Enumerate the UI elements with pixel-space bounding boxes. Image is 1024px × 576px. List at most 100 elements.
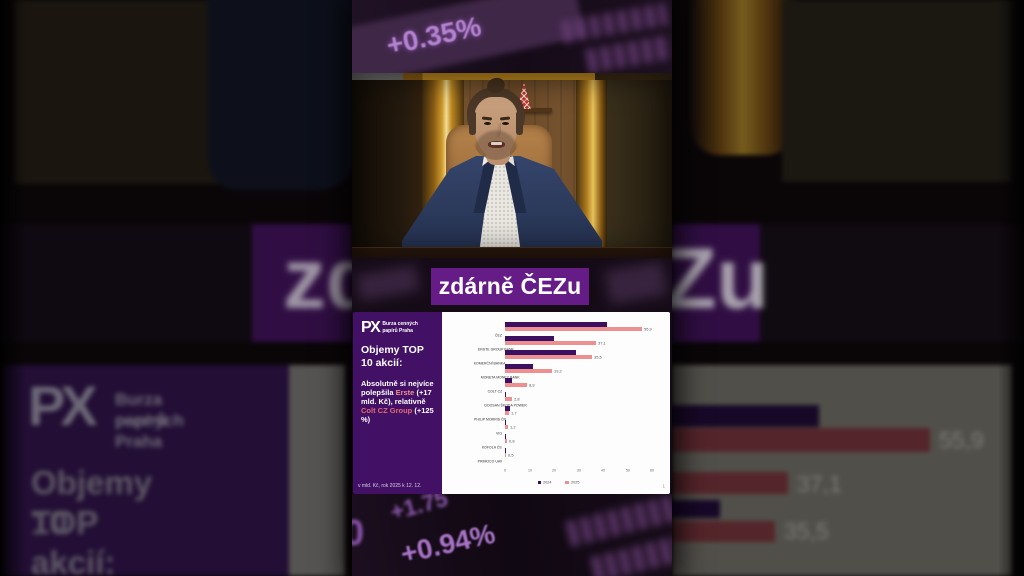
- bar-value-label: 8,8: [528, 383, 535, 387]
- caption-band: zdárně ČEZu: [352, 258, 672, 312]
- page-number: 1: [662, 484, 665, 489]
- bg-wall-panel-left: [14, 0, 236, 184]
- eye-right: [502, 122, 509, 125]
- x-axis-tick: 0: [504, 469, 506, 473]
- bar-value-label: 35,5: [593, 355, 602, 359]
- card-body-text: Absolutně si nejvíce polepšila Erste (+1…: [361, 379, 434, 424]
- teeth: [491, 142, 502, 145]
- ticker-board-top: +0.35%: [352, 0, 672, 73]
- bg-wall-panel-right: [782, 0, 1012, 182]
- bar-2024-4: [505, 378, 513, 383]
- caption-bg-blob-right: [604, 261, 668, 305]
- chart-category-label: ČEZ: [495, 333, 502, 337]
- chart-category-label: KOMERČNÍ BANKA: [473, 361, 506, 365]
- bar-value-label: 1,2: [509, 425, 516, 429]
- body-text-2: (+17 mld. Kč), relativně: [361, 388, 432, 406]
- px-logo-large: PX: [28, 374, 98, 437]
- presenter-video: [352, 73, 672, 258]
- bg-caption-box-right: [672, 224, 760, 342]
- bar-value-label: 55,9: [643, 327, 652, 331]
- body-text-1: Absolutně si nejvíce polepšila: [361, 379, 434, 397]
- ticker-board-bottom: 0 +1.75 +0.94%: [352, 494, 672, 576]
- chart-category-label: VIG: [495, 431, 502, 435]
- legend-swatch-2024: [537, 480, 542, 485]
- chart-category-label: PRIMOCO UAV: [477, 459, 502, 463]
- bg-bar-label-3: 35,5: [784, 518, 829, 544]
- body-text-erste: Erste: [395, 388, 415, 397]
- bg-bar-label-2: 37,1: [797, 471, 842, 497]
- bar-2024-9: [505, 448, 506, 453]
- room-right-panel: [605, 73, 672, 258]
- bar-value-label: 1,7: [511, 411, 517, 415]
- wall-shelf: [502, 108, 552, 112]
- hair-side-right: [516, 111, 523, 135]
- chart-category-label: MONETA MONEY BANK: [480, 375, 520, 379]
- bar-2024-7: [505, 420, 507, 425]
- bar-2025-5: [505, 396, 512, 401]
- x-axis-tick: 40: [601, 469, 605, 473]
- x-axis-tick: 10: [527, 469, 532, 473]
- bar-2025-2: [505, 354, 592, 359]
- bar-2024-8: [505, 434, 506, 439]
- bar-value-label: 0,8: [508, 439, 515, 443]
- bg-exchange-name-line1: Burza cenných: [115, 390, 184, 430]
- bg-caption-fragment-right: Zu: [664, 231, 770, 327]
- bar-value-label: 0,5: [508, 453, 514, 457]
- bar-2024-0: [505, 322, 607, 327]
- vignette-right: [998, 0, 1024, 576]
- bg-chart-area-edge: [289, 365, 345, 576]
- ticker-blur-blob: [590, 535, 672, 576]
- hair-side-left: [469, 111, 476, 135]
- bg-heading-line2: 10 akcií:: [31, 504, 116, 576]
- infographic-card: PX Burza cenných papírů Praha Objemy TOP…: [353, 312, 670, 494]
- bar-2024-2: [505, 350, 577, 355]
- bar-2025-7: [505, 424, 508, 429]
- legend-item-2025: 2025: [565, 479, 586, 486]
- eye-left: [484, 122, 491, 125]
- ticker-blur-blob: [565, 495, 672, 547]
- caption-box: zdárně ČEZu: [431, 268, 589, 305]
- bar-2024-1: [505, 336, 554, 341]
- legend-label-2025: 2025: [570, 480, 580, 485]
- chart-category-label: PHILIP MORRIS ČR: [474, 417, 507, 421]
- ticker-blur-blob: [585, 34, 672, 73]
- video-strip[interactable]: +0.35%: [352, 0, 672, 576]
- bg-suit-shape: [208, 0, 358, 190]
- bar-2025-9: [505, 452, 507, 457]
- bar-2025-0: [505, 326, 642, 331]
- x-axis-tick: 20: [552, 469, 556, 473]
- ticker-value-bottom-2: +0.94%: [397, 517, 498, 570]
- bar-2025-8: [505, 438, 507, 443]
- bg-bar-label-1: 55,9: [939, 427, 984, 453]
- bg-exchange-name-line2: papírů Praha: [115, 411, 167, 451]
- card-left-panel: PX Burza cenných papírů Praha Objemy TOP…: [353, 312, 442, 494]
- bg-card-panel-left: PX Burza cenných papírů Praha Objemy TOP…: [3, 365, 289, 576]
- bar-2024-6: [505, 406, 510, 411]
- px-logo-icon: PX: [361, 319, 381, 336]
- bg-heading-line1: Objemy TOP: [31, 464, 153, 541]
- exchange-name-line1: Burza cenných: [382, 321, 418, 327]
- bar-2024-3: [505, 364, 534, 369]
- bar-2025-3: [505, 368, 553, 373]
- body-text-colt: Colt CZ Group: [361, 406, 413, 415]
- bg-bar-kb-2025: [672, 521, 775, 542]
- desk: [352, 247, 672, 258]
- bar-chart: 2024 2025 1 ČEZ 55,9 ERSTE GROUP BANK 37,1 K…: [442, 312, 670, 494]
- x-axis-tick: 50: [625, 469, 630, 473]
- bg-bar-kb-2024: [672, 500, 720, 518]
- bar-value-label: 37,1: [597, 341, 606, 345]
- video-vignette: [352, 73, 672, 258]
- caption-bg-blob-left: [356, 264, 420, 302]
- bar-value-label: 2,8: [513, 397, 520, 401]
- bg-caption-box-left: [252, 224, 352, 342]
- bar-2025-6: [505, 410, 510, 415]
- bg-bar-cez-2025: [672, 428, 930, 452]
- chart-category-label: ERSTE GROUP BANK: [477, 347, 514, 351]
- card-heading: Objemy TOP 10 akcií:: [361, 344, 424, 369]
- exchange-logo-row: PX Burza cenných papírů Praha: [361, 319, 434, 336]
- legend-item-2024: 2024: [537, 479, 559, 486]
- chart-category-label: KOFOLA ČS: [482, 445, 502, 449]
- legend-label-2024: 2024: [543, 480, 552, 485]
- exchange-name: Burza cenných papírů Praha: [382, 320, 418, 334]
